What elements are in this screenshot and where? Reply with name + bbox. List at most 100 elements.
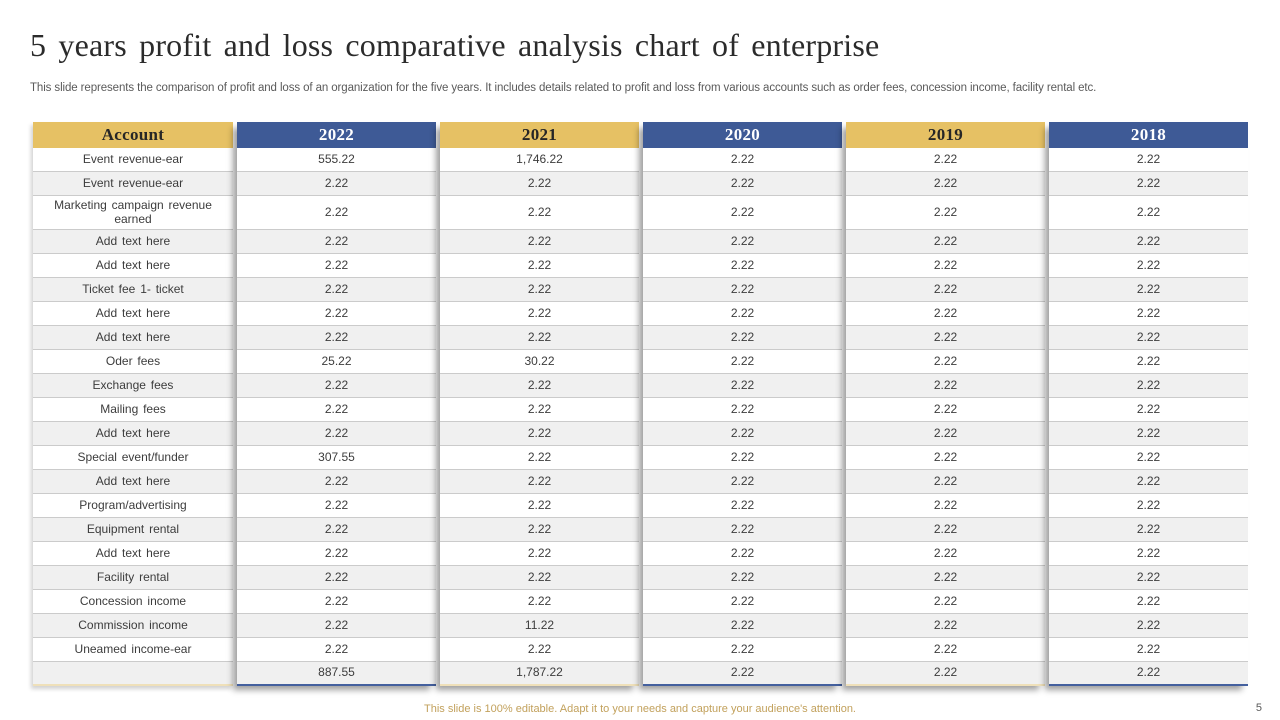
value-cell: 2.22	[846, 446, 1045, 470]
value-cell: 2.22	[846, 422, 1045, 446]
value-cell: 2.22	[440, 254, 639, 278]
value-cell: 2.22	[846, 278, 1045, 302]
value-cell: 2.22	[440, 230, 639, 254]
account-label-cell	[33, 662, 233, 686]
value-cell: 2.22	[846, 326, 1045, 350]
value-cell: 2.22	[846, 172, 1045, 196]
account-label-cell: Add text here	[33, 230, 233, 254]
column-header: 2020	[643, 122, 842, 148]
account-label-cell: Uneamed income-ear	[33, 638, 233, 662]
value-cell: 2.22	[846, 230, 1045, 254]
value-cell: 2.22	[643, 566, 842, 590]
value-cell: 2.22	[1049, 638, 1248, 662]
value-cell: 11.22	[440, 614, 639, 638]
table-column-2018: 2018 2.22 2.22 2.22 2.22 2.22 2.22 2.22 2.22 2.22…	[1049, 122, 1248, 686]
value-cell: 2.22	[846, 350, 1045, 374]
value-cell: 2.22	[1049, 470, 1248, 494]
table-column-2020: 2020 2.22 2.22 2.22 2.22 2.22 2.22 2.22 2.22 2.22…	[643, 122, 842, 686]
value-cell: 2.22	[440, 422, 639, 446]
account-label-cell: Special event/funder	[33, 446, 233, 470]
account-label-cell: Add text here	[33, 422, 233, 446]
value-cell: 2.22	[440, 470, 639, 494]
value-cell: 2.22	[440, 638, 639, 662]
value-cell: 1,746.22	[440, 148, 639, 172]
value-cell: 2.22	[643, 590, 842, 614]
column-header: 2022	[237, 122, 436, 148]
account-label-cell: Ticket fee 1- ticket	[33, 278, 233, 302]
value-cell: 2.22	[846, 470, 1045, 494]
value-cell: 2.22	[643, 470, 842, 494]
value-cell: 2.22	[1049, 542, 1248, 566]
account-label-cell: Commission income	[33, 614, 233, 638]
value-cell: 2.22	[1049, 230, 1248, 254]
account-label-cell: Event revenue-ear	[33, 172, 233, 196]
value-cell: 2.22	[846, 254, 1045, 278]
page-title: 5 years profit and loss comparative anal…	[30, 27, 880, 63]
value-cell: 2.22	[1049, 590, 1248, 614]
value-cell: 2.22	[440, 518, 639, 542]
value-cell: 2.22	[1049, 254, 1248, 278]
value-cell: 2.22	[1049, 494, 1248, 518]
value-cell: 2.22	[643, 446, 842, 470]
value-cell: 2.22	[237, 638, 436, 662]
value-cell: 2.22	[440, 172, 639, 196]
value-cell: 2.22	[440, 278, 639, 302]
value-cell: 2.22	[1049, 302, 1248, 326]
value-cell: 2.22	[237, 398, 436, 422]
value-cell: 2.22	[643, 278, 842, 302]
value-cell: 2.22	[440, 590, 639, 614]
value-cell: 2.22	[846, 542, 1045, 566]
value-cell: 2.22	[643, 422, 842, 446]
value-cell: 887.55	[237, 662, 436, 686]
value-cell: 2.22	[237, 196, 436, 230]
value-cell: 2.22	[440, 566, 639, 590]
value-cell: 2.22	[643, 542, 842, 566]
value-cell: 2.22	[440, 494, 639, 518]
value-cell: 2.22	[237, 542, 436, 566]
account-label-cell: Event revenue-ear	[33, 148, 233, 172]
value-cell: 2.22	[643, 350, 842, 374]
value-cell: 2.22	[846, 566, 1045, 590]
account-label-cell: Add text here	[33, 302, 233, 326]
value-cell: 2.22	[1049, 662, 1248, 686]
value-cell: 2.22	[846, 196, 1045, 230]
value-cell: 2.22	[237, 614, 436, 638]
value-cell: 2.22	[1049, 446, 1248, 470]
value-cell: 2.22	[846, 374, 1045, 398]
value-cell: 2.22	[846, 518, 1045, 542]
account-label-cell: Add text here	[33, 470, 233, 494]
footer-note: This slide is 100% editable. Adapt it to…	[424, 703, 856, 715]
account-label-cell: Facility rental	[33, 566, 233, 590]
value-cell: 2.22	[1049, 196, 1248, 230]
value-cell: 2.22	[440, 398, 639, 422]
value-cell: 2.22	[237, 326, 436, 350]
value-cell: 2.22	[237, 278, 436, 302]
column-header: 2019	[846, 122, 1045, 148]
column-header: 2021	[440, 122, 639, 148]
page-number: 5	[1255, 702, 1262, 714]
value-cell: 2.22	[1049, 398, 1248, 422]
value-cell: 2.22	[1049, 374, 1248, 398]
value-cell: 2.22	[846, 302, 1045, 326]
value-cell: 555.22	[237, 148, 436, 172]
value-cell: 2.22	[846, 662, 1045, 686]
value-cell: 2.22	[237, 422, 436, 446]
value-cell: 2.22	[440, 542, 639, 566]
value-cell: 2.22	[643, 638, 842, 662]
value-cell: 2.22	[643, 494, 842, 518]
value-cell: 2.22	[237, 470, 436, 494]
value-cell: 2.22	[237, 374, 436, 398]
value-cell: 307.55	[237, 446, 436, 470]
table-column-2022: 2022 555.22 2.22 2.22 2.22 2.22 2.22 2.22 2.22 25…	[237, 122, 436, 686]
value-cell: 2.22	[1049, 148, 1248, 172]
account-label-cell: Marketing campaign revenue earned	[33, 196, 233, 230]
value-cell: 2.22	[643, 374, 842, 398]
value-cell: 2.22	[846, 398, 1045, 422]
account-label-cell: Concession income	[33, 590, 233, 614]
value-cell: 2.22	[237, 590, 436, 614]
account-label-cell: Add text here	[33, 326, 233, 350]
value-cell: 2.22	[440, 196, 639, 230]
value-cell: 2.22	[643, 148, 842, 172]
value-cell: 2.22	[440, 326, 639, 350]
value-cell: 2.22	[237, 518, 436, 542]
